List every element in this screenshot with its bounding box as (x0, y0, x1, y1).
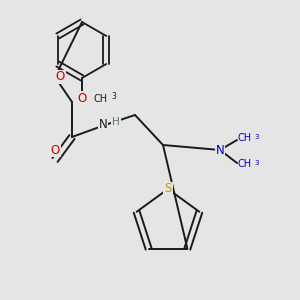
Text: O: O (50, 143, 60, 157)
Text: CH: CH (238, 159, 252, 169)
Text: CH: CH (94, 94, 108, 104)
Text: 3: 3 (111, 92, 116, 101)
Text: O: O (77, 92, 87, 104)
Text: N: N (99, 118, 107, 131)
Text: 3: 3 (254, 160, 259, 166)
Text: N: N (216, 143, 224, 157)
Text: O: O (56, 70, 64, 83)
Text: CH: CH (238, 133, 252, 143)
Text: H: H (112, 117, 120, 127)
Text: S: S (164, 182, 172, 196)
Text: 3: 3 (254, 134, 259, 140)
